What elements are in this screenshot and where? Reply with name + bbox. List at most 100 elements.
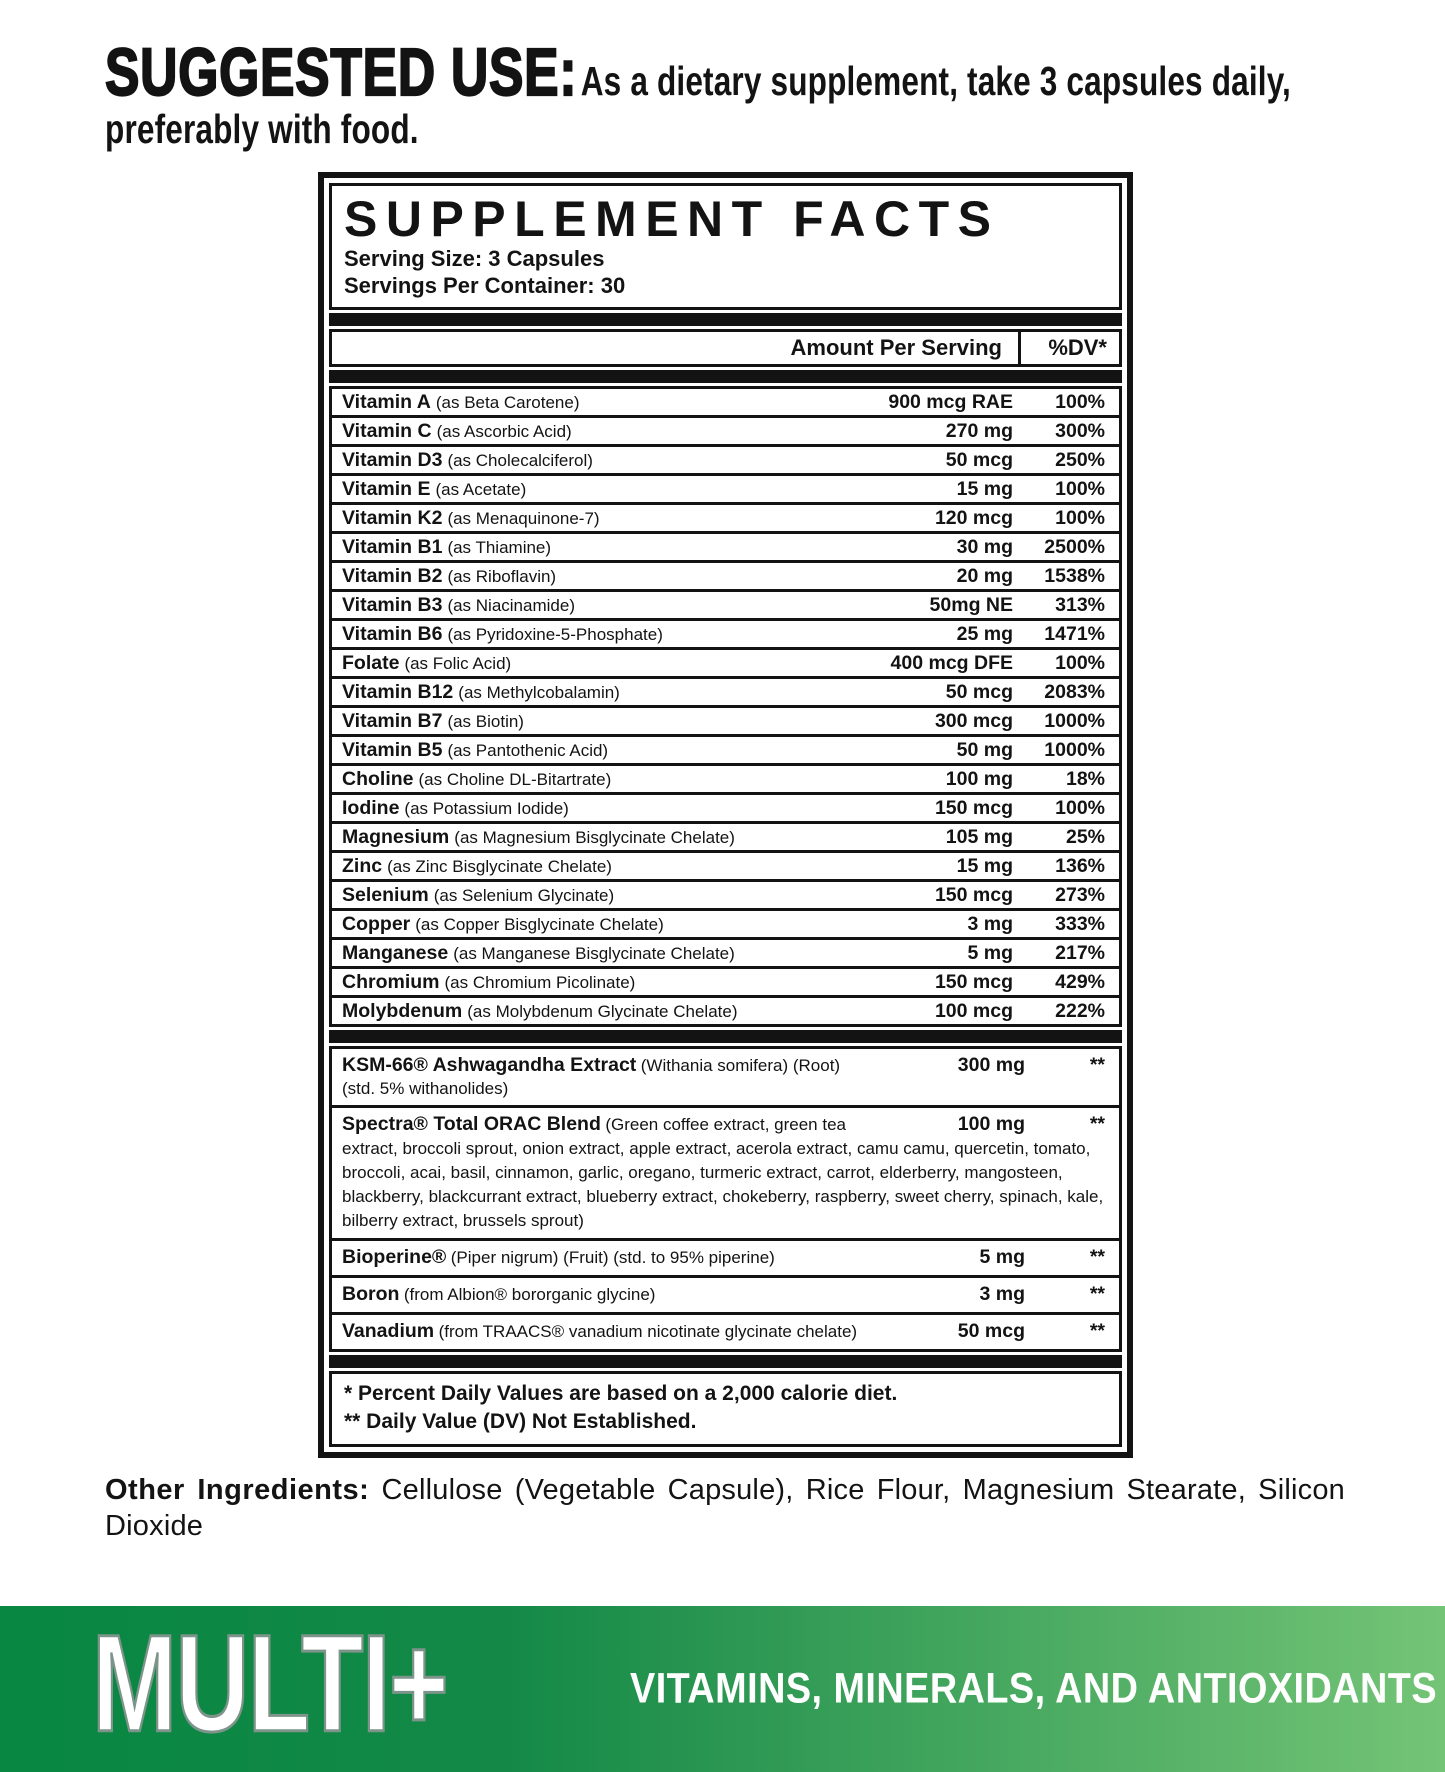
column-header-row: Amount Per Serving %DV* bbox=[329, 329, 1122, 368]
nutrient-row: Vitamin B2 (as Riboflavin) 20 mg 1538% bbox=[332, 560, 1119, 589]
nutrient-name: Vitamin B7 bbox=[342, 710, 443, 733]
botanical-row: ** 3 mg Boron (from Albion® bororganic gly… bbox=[332, 1275, 1119, 1312]
nutrient-dv: 2083% bbox=[1044, 681, 1105, 704]
nutrient-dv: 1000% bbox=[1044, 739, 1105, 762]
column-amount-label: Amount Per Serving bbox=[790, 335, 1002, 361]
nutrient-name: Manganese bbox=[342, 942, 449, 965]
nutrient-amount: 100 mcg bbox=[934, 1000, 1013, 1023]
nutrient-label: Iodine (as Potassium Iodide) bbox=[342, 795, 863, 823]
botanical-rows: ** 300 mg KSM-66® Ashwagandha Extract (Wit… bbox=[329, 1046, 1122, 1353]
nutrient-name: Vitamin E bbox=[342, 478, 431, 501]
nutrient-dv: 222% bbox=[1055, 1000, 1105, 1023]
servings-per-container: Servings Per Container: 30 bbox=[344, 272, 626, 298]
nutrient-dv: 429% bbox=[1055, 971, 1105, 994]
nutrient-dv: 2500% bbox=[1044, 536, 1105, 559]
nutrient-label: Vitamin B7 (as Biotin) bbox=[342, 708, 863, 736]
botanical-amount: 100 mg bbox=[957, 1113, 1025, 1136]
panel-title-box: SUPPLEMENT FACTS Serving Size: 3 Capsule… bbox=[329, 183, 1122, 311]
nutrient-row: Vitamin D3 (as Cholecalciferol) 50 mcg 250% bbox=[332, 444, 1119, 473]
nutrient-row: Selenium (as Selenium Glycinate) 150 mcg 27… bbox=[332, 879, 1119, 908]
nutrient-label: Vitamin A (as Beta Carotene) bbox=[342, 389, 863, 417]
botanical-amount: 3 mg bbox=[979, 1283, 1025, 1306]
botanical-form: (Piper nigrum) (Fruit) (std. to 95% pipe… bbox=[450, 1248, 775, 1268]
botanical-amount: 300 mg bbox=[957, 1054, 1025, 1077]
nutrient-name: Zinc bbox=[342, 855, 383, 878]
nutrient-amount: 50 mcg bbox=[945, 449, 1013, 472]
footnote-box: * Percent Daily Values are based on a 2,… bbox=[329, 1371, 1122, 1448]
nutrient-name: Vitamin B1 bbox=[342, 536, 443, 559]
botanical-dv: ** bbox=[1089, 1113, 1105, 1136]
footer-band: MULTI+ VITAMINS, MINERALS, AND ANTIOXIDA… bbox=[0, 1605, 1445, 1772]
nutrient-row: Vitamin B5 (as Pantothenic Acid) 50 mg 1000… bbox=[332, 734, 1119, 763]
nutrient-form: (as Chromium Picolinate) bbox=[444, 973, 636, 993]
nutrient-dv: 1538% bbox=[1044, 565, 1105, 588]
botanical-name: Bioperine® bbox=[342, 1246, 447, 1269]
nutrient-name: Vitamin B12 bbox=[342, 681, 454, 704]
supplement-facts-panel: SUPPLEMENT FACTS Serving Size: 3 Capsule… bbox=[318, 172, 1133, 1459]
nutrient-dv: 100% bbox=[1055, 797, 1105, 820]
nutrient-dv: 273% bbox=[1055, 884, 1105, 907]
nutrient-amount: 3 mg bbox=[967, 913, 1013, 936]
nutrient-row: Iodine (as Potassium Iodide) 150 mcg 100% bbox=[332, 792, 1119, 821]
botanical-name: KSM-66® Ashwagandha Extract bbox=[342, 1054, 637, 1077]
nutrient-amount: 150 mcg bbox=[934, 884, 1013, 907]
footnote-dv-basis: * Percent Daily Values are based on a 2,… bbox=[344, 1382, 898, 1406]
botanical-form: (from Albion® bororganic glycine) bbox=[403, 1285, 656, 1305]
nutrient-form: (as Biotin) bbox=[447, 712, 524, 732]
nutrient-row: Vitamin E (as Acetate) 15 mg 100% bbox=[332, 473, 1119, 502]
nutrient-form: (as Zinc Bisglycinate Chelate) bbox=[387, 857, 612, 877]
nutrient-form: (as Choline DL-Bitartrate) bbox=[418, 770, 612, 790]
nutrient-row: Molybdenum (as Molybdenum Glycinate Chela… bbox=[332, 995, 1119, 1024]
nutrient-label: Manganese (as Manganese Bisglycinate Chel… bbox=[342, 940, 863, 968]
botanical-name: Vanadium bbox=[342, 1320, 435, 1343]
nutrient-label: Molybdenum (as Molybdenum Glycinate Chela… bbox=[342, 998, 863, 1026]
nutrient-label: Vitamin B2 (as Riboflavin) bbox=[342, 563, 863, 591]
nutrient-row: Manganese (as Manganese Bisglycinate Chel… bbox=[332, 937, 1119, 966]
nutrient-amount: 50mg NE bbox=[929, 594, 1013, 617]
nutrient-name: Selenium bbox=[342, 884, 429, 907]
nutrient-name: Vitamin B2 bbox=[342, 565, 443, 588]
nutrient-dv: 300% bbox=[1055, 420, 1105, 443]
serving-size: Serving Size: 3 Capsules bbox=[344, 246, 605, 272]
column-header-spacer bbox=[332, 332, 791, 364]
footer-tagline: VITAMINS, MINERALS, AND ANTIOXIDANTS bbox=[630, 1664, 1437, 1713]
nutrient-amount: 300 mcg bbox=[934, 710, 1013, 733]
nutrient-name: Choline bbox=[342, 768, 414, 791]
botanical-row: ** 50 mcg Vanadium (from TRAACS® vanadium … bbox=[332, 1312, 1119, 1349]
nutrient-amount: 5 mg bbox=[967, 942, 1013, 965]
botanical-name: Spectra® Total ORAC Blend bbox=[342, 1113, 601, 1136]
botanical-dv: ** bbox=[1089, 1320, 1105, 1343]
nutrient-dv: 136% bbox=[1055, 855, 1105, 878]
divider-bar bbox=[329, 1355, 1122, 1369]
nutrient-amount: 120 mcg bbox=[934, 507, 1013, 530]
nutrient-label: Vitamin B12 (as Methylcobalamin) bbox=[342, 679, 863, 707]
nutrient-dv: 100% bbox=[1055, 391, 1105, 414]
other-ingredients: Other Ingredients: Cellulose (Vegetable … bbox=[105, 1472, 1345, 1544]
footnote-dv-not-established: ** Daily Value (DV) Not Established. bbox=[344, 1410, 697, 1434]
nutrient-label: Vitamin B3 (as Niacinamide) bbox=[342, 592, 863, 620]
nutrient-form: (as Menaquinone-7) bbox=[447, 509, 600, 529]
nutrient-dv: 18% bbox=[1065, 768, 1105, 791]
nutrient-form: (as Manganese Bisglycinate Chelate) bbox=[453, 944, 735, 964]
nutrient-form: (as Cholecalciferol) bbox=[447, 451, 593, 471]
nutrient-name: Vitamin A bbox=[342, 391, 431, 414]
nutrient-name: Magnesium bbox=[342, 826, 450, 849]
nutrient-label: Zinc (as Zinc Bisglycinate Chelate) bbox=[342, 853, 863, 881]
botanical-form: (Withania somifera) (Root) bbox=[640, 1056, 841, 1076]
nutrient-form: (as Copper Bisglycinate Chelate) bbox=[415, 915, 664, 935]
nutrient-dv: 100% bbox=[1055, 478, 1105, 501]
nutrient-dv: 100% bbox=[1055, 652, 1105, 675]
nutrient-name: Vitamin K2 bbox=[342, 507, 443, 530]
nutrient-name: Vitamin C bbox=[342, 420, 432, 443]
nutrient-amount: 150 mcg bbox=[934, 797, 1013, 820]
nutrient-name: Vitamin B3 bbox=[342, 594, 443, 617]
nutrient-row: Vitamin K2 (as Menaquinone-7) 120 mcg 100% bbox=[332, 502, 1119, 531]
nutrient-label: Choline (as Choline DL-Bitartrate) bbox=[342, 766, 863, 794]
nutrient-form: (as Methylcobalamin) bbox=[458, 683, 620, 703]
nutrient-form: (as Ascorbic Acid) bbox=[436, 422, 572, 442]
nutrient-amount: 150 mcg bbox=[934, 971, 1013, 994]
panel-title: SUPPLEMENT FACTS bbox=[344, 191, 1000, 248]
nutrient-form: (as Potassium Iodide) bbox=[404, 799, 569, 819]
nutrient-amount: 15 mg bbox=[956, 478, 1013, 501]
nutrient-row: Copper (as Copper Bisglycinate Chelate) 3 … bbox=[332, 908, 1119, 937]
